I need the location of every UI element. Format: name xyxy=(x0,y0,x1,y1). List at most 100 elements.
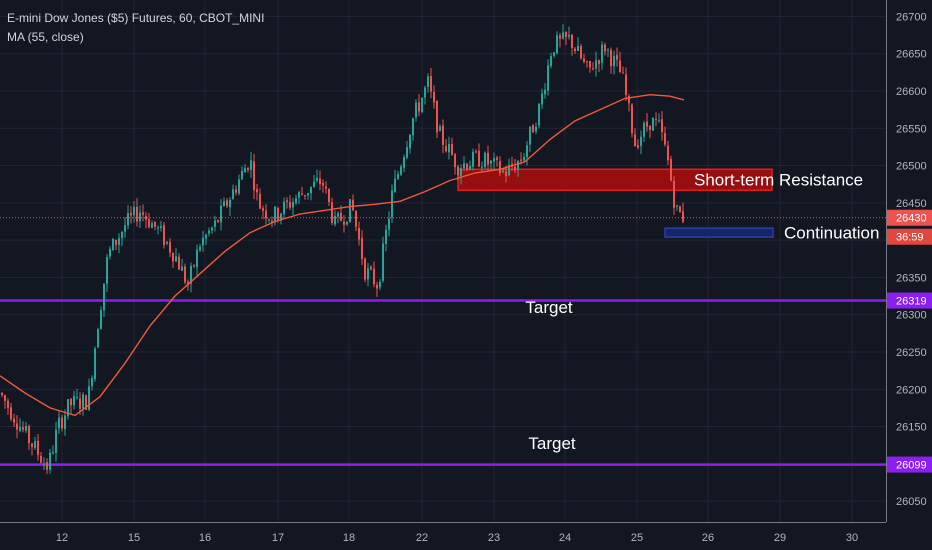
candle-body xyxy=(442,125,444,145)
candle-body xyxy=(7,400,9,408)
candle-body xyxy=(358,227,360,240)
resistance-label: Short-term Resistance xyxy=(694,171,863,190)
candle-body xyxy=(25,426,27,431)
candle-body xyxy=(373,268,375,285)
candle-body xyxy=(589,60,591,68)
candle-body xyxy=(265,210,267,219)
candle-body xyxy=(514,166,516,171)
current-price-tag-bg xyxy=(887,209,932,226)
candle-body xyxy=(37,440,39,455)
candle-body xyxy=(241,170,243,180)
indicator-label[interactable]: MA (55, close) xyxy=(7,30,84,44)
price-tick-label: 26200 xyxy=(896,384,927,396)
candle-body xyxy=(181,266,183,271)
candle-body xyxy=(625,74,627,96)
candle-body xyxy=(202,237,204,246)
candle-body xyxy=(418,102,420,112)
candle-body xyxy=(466,163,468,170)
time-tick-label: 17 xyxy=(272,532,284,544)
horizontal-lines xyxy=(0,217,886,466)
candle-body xyxy=(520,159,522,161)
candle-body xyxy=(421,97,423,113)
current-price-tag: 26430 xyxy=(896,213,927,225)
candle-body xyxy=(292,201,294,208)
candle-body xyxy=(232,189,234,200)
candle-body xyxy=(322,182,324,186)
candle-body xyxy=(583,58,585,62)
candle-body xyxy=(391,190,393,218)
bar-countdown-tag: 36:59 xyxy=(896,232,924,244)
candle-body xyxy=(409,134,411,149)
candle-body xyxy=(523,157,525,161)
target-1-tag-bg xyxy=(887,292,932,309)
candle-body xyxy=(175,256,177,262)
price-tick-label: 26250 xyxy=(896,347,927,359)
candle-body xyxy=(535,126,537,132)
candle-body xyxy=(427,76,429,87)
candle-body xyxy=(52,452,54,454)
candle-body xyxy=(160,226,162,228)
candle-body xyxy=(334,215,336,225)
candle-body xyxy=(325,186,327,189)
candle-body xyxy=(283,201,285,215)
candle-body xyxy=(97,329,99,348)
time-axis[interactable]: 12 15 16 17 18 22 23 24 25 26 29 30 xyxy=(0,522,886,545)
candle-body xyxy=(445,146,447,152)
candle-body xyxy=(82,394,84,409)
price-tick-label: 26450 xyxy=(896,198,927,210)
candle-body xyxy=(124,225,126,232)
price-tick-label: 26500 xyxy=(896,161,927,173)
candle-body xyxy=(424,87,426,98)
candle-body xyxy=(433,91,435,103)
candle-body xyxy=(157,227,159,229)
candle-body xyxy=(289,202,291,208)
candle-body xyxy=(637,145,639,148)
candle-body xyxy=(406,147,408,158)
candle-body xyxy=(646,121,648,127)
zones xyxy=(457,168,774,238)
target-2-tag: 26099 xyxy=(896,460,927,472)
candle-body xyxy=(667,145,669,161)
candle-body xyxy=(139,212,141,222)
candle-body xyxy=(169,241,171,253)
candle-body xyxy=(112,238,114,251)
candle-body xyxy=(616,54,618,60)
candle-body xyxy=(226,200,228,206)
symbol-title[interactable]: E-mini Dow Jones ($5) Futures, 60, CBOT_… xyxy=(7,11,265,25)
candle-body xyxy=(382,243,384,281)
candle-body xyxy=(28,425,30,444)
candle-body xyxy=(145,216,147,220)
candle-body xyxy=(370,266,372,270)
candle-body xyxy=(295,198,297,204)
candle-body xyxy=(574,48,576,52)
candle-body xyxy=(19,426,21,431)
candle-body xyxy=(136,206,138,222)
candle-body xyxy=(211,227,213,231)
candle-body xyxy=(286,200,288,202)
candle-body xyxy=(481,166,483,168)
candle-body xyxy=(280,213,282,221)
candle-body xyxy=(184,266,186,283)
candle-body xyxy=(76,397,78,399)
candle-body xyxy=(217,220,219,222)
candle-body xyxy=(172,252,174,262)
candle-body xyxy=(220,205,222,223)
candle-body xyxy=(475,151,477,153)
candle-body xyxy=(400,166,402,175)
candle-body xyxy=(115,239,117,245)
candle-body xyxy=(436,100,438,133)
candle-body xyxy=(43,463,45,465)
candle-body xyxy=(568,34,570,37)
candle-body xyxy=(40,455,42,463)
candle-body xyxy=(550,56,552,67)
candle-body xyxy=(490,160,492,164)
candle-body xyxy=(247,167,249,170)
candle-body xyxy=(643,123,645,137)
candle-body xyxy=(499,161,501,174)
time-tick-label: 25 xyxy=(631,532,643,544)
candle-body xyxy=(682,211,684,222)
price-tick-label: 26550 xyxy=(896,123,927,135)
target-1-tag: 26319 xyxy=(896,296,927,308)
candle-body xyxy=(634,134,636,147)
